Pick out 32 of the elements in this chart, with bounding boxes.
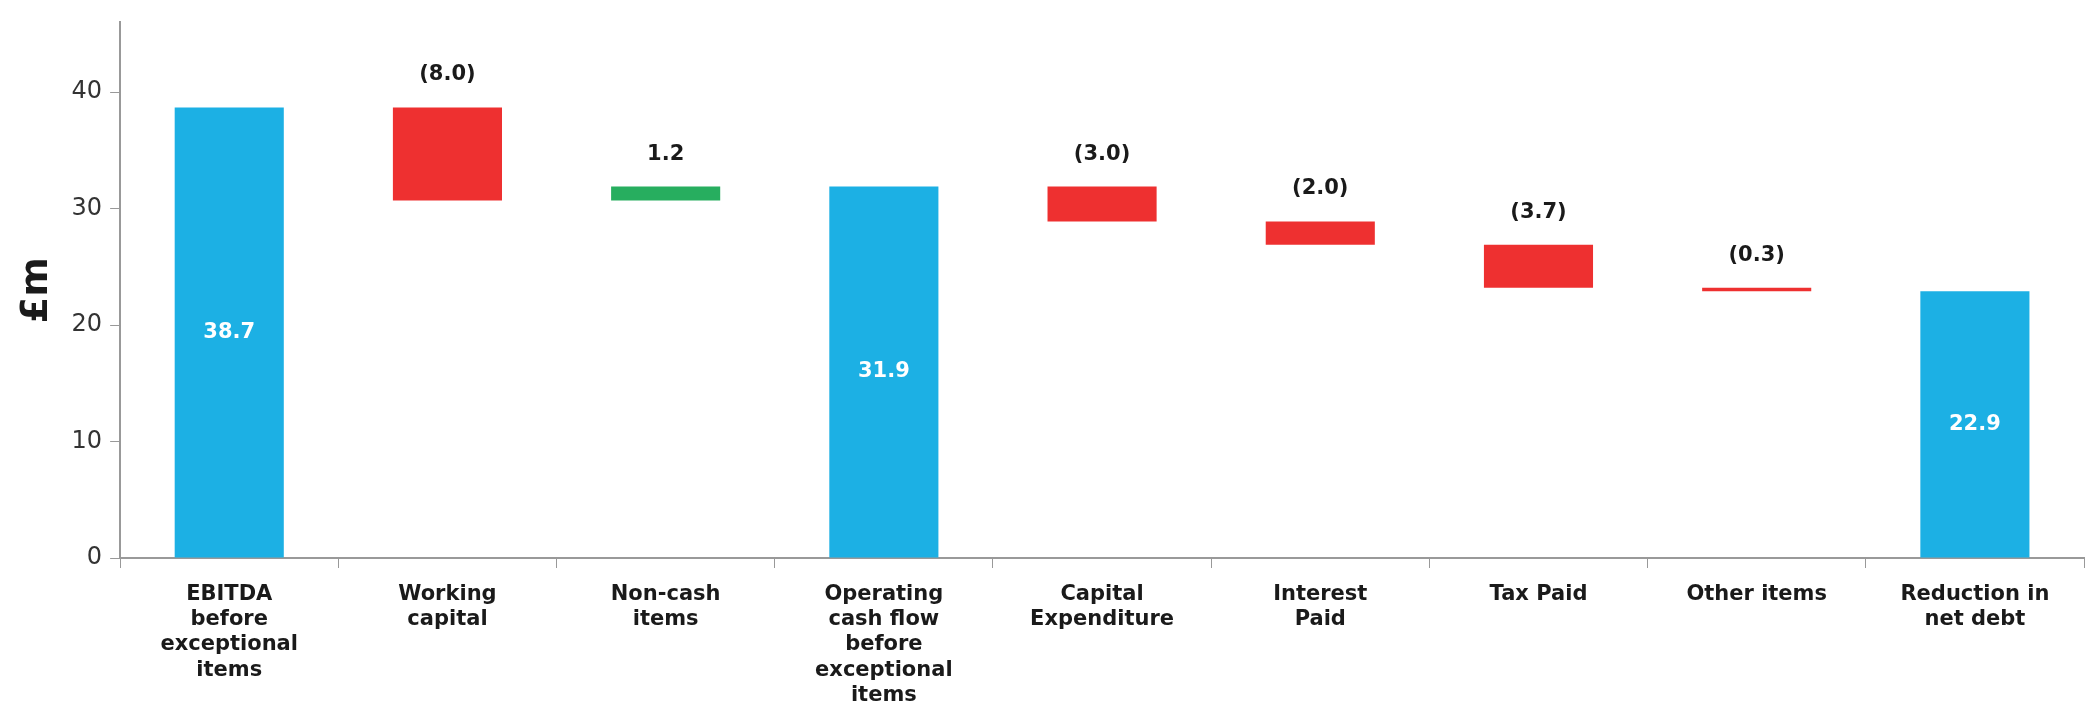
bar — [611, 186, 721, 201]
bar — [1265, 221, 1375, 245]
bar — [1920, 291, 2030, 558]
x-tick-label: Operating cash flow before exceptional items — [815, 581, 953, 706]
x-tick-label: Reduction in net debt — [1900, 581, 2050, 631]
y-tick-label: 10 — [71, 425, 103, 454]
data-label: 1.2 — [647, 140, 685, 165]
y-tick-label: 40 — [71, 76, 103, 105]
data-label: 38.7 — [203, 318, 256, 343]
y-tick-label: 20 — [71, 309, 103, 338]
x-tick-label: Non-cash items — [610, 581, 721, 631]
x-tick-label: Working capital — [398, 581, 497, 631]
x-tick-label: Tax Paid — [1489, 581, 1588, 606]
data-label: (3.0) — [1073, 140, 1131, 165]
x-tick-label: Other items — [1686, 581, 1827, 606]
data-label: (3.7) — [1510, 198, 1567, 223]
x-tick-label: Capital Expenditure — [1030, 581, 1175, 631]
data-label: 31.9 — [857, 358, 910, 383]
data-label: (0.3) — [1728, 241, 1785, 266]
y-tick-label: 0 — [86, 542, 103, 571]
data-label: (8.0) — [419, 61, 476, 86]
x-tick-label: Interest Paid — [1273, 581, 1368, 631]
x-tick-label: EBITDA before exceptional items — [160, 581, 298, 681]
data-label: 22.9 — [1948, 410, 2001, 435]
bar — [174, 107, 284, 558]
bar — [392, 107, 502, 201]
bar — [1483, 244, 1594, 288]
data-label: (2.0) — [1292, 175, 1349, 200]
y-tick-label: 30 — [71, 192, 103, 221]
y-axis-title: £m — [11, 257, 56, 324]
bar — [829, 186, 939, 558]
bar — [1047, 186, 1157, 222]
